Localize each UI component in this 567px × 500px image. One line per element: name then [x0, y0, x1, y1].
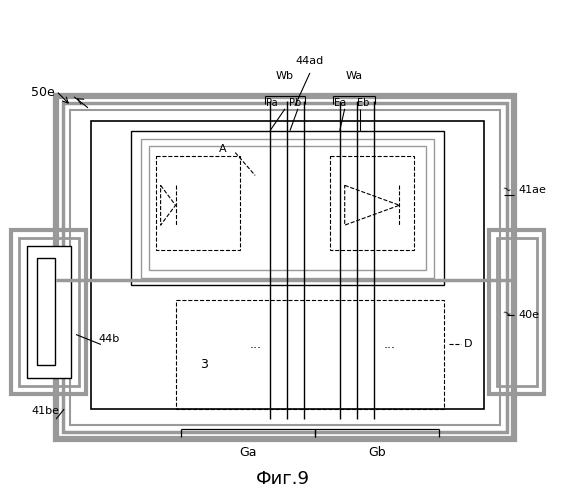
Bar [56, 96, 514, 439]
Text: 40e: 40e [519, 310, 540, 320]
Bar [11, 230, 86, 394]
Text: 3: 3 [200, 358, 208, 371]
Bar [131, 130, 444, 285]
Text: Gb: Gb [369, 446, 386, 459]
Bar [70, 110, 500, 425]
Bar [489, 230, 544, 394]
Text: A: A [218, 144, 226, 154]
Text: Eb: Eb [357, 98, 370, 108]
Text: 41be: 41be [31, 406, 59, 416]
Bar [63, 103, 507, 432]
Text: 44ad: 44ad [296, 56, 324, 66]
Text: Фиг.9: Фиг.9 [256, 470, 310, 488]
Bar [37, 258, 55, 366]
Text: ~: ~ [500, 184, 512, 196]
Text: ...: ... [383, 338, 395, 351]
Text: Pb: Pb [289, 98, 301, 108]
Bar [141, 138, 434, 278]
Text: Wb: Wb [276, 71, 294, 81]
Text: 50e: 50e [31, 86, 55, 100]
Text: 41ae: 41ae [519, 186, 547, 196]
Text: Wa: Wa [346, 71, 363, 81]
Bar [155, 156, 240, 250]
Text: ~: ~ [500, 308, 512, 321]
Bar [27, 246, 71, 378]
Bar [330, 156, 414, 250]
Bar [19, 238, 79, 386]
Text: 44b: 44b [99, 334, 120, 344]
Bar [497, 238, 537, 386]
Text: Ga: Ga [239, 446, 257, 459]
Text: Ea: Ea [333, 98, 346, 108]
Bar [149, 146, 426, 270]
Text: ...: ... [249, 338, 261, 351]
Text: Pa: Pa [266, 98, 278, 108]
Text: D: D [464, 340, 473, 349]
Bar [176, 300, 444, 409]
Bar [91, 120, 484, 409]
